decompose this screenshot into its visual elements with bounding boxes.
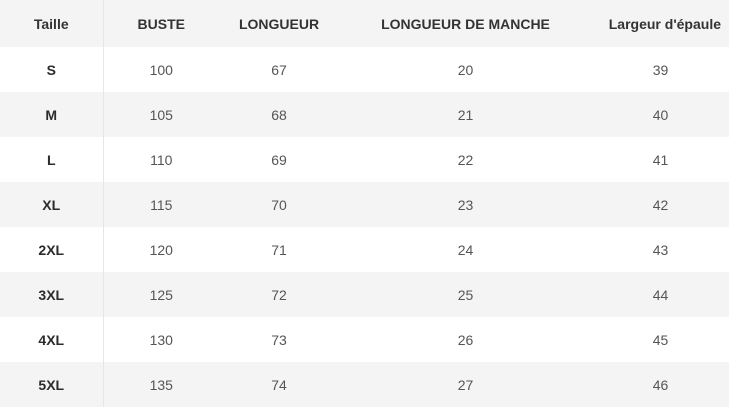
table-header: Taille BUSTE LONGUEUR LONGUEUR DE MANCHE… bbox=[0, 0, 729, 47]
table-body: S 100 67 20 39 M 105 68 21 40 L 110 69 2… bbox=[0, 47, 729, 407]
buste-cell: 105 bbox=[149, 106, 173, 123]
buste-cell: 120 bbox=[149, 241, 173, 258]
column-header-taille: Taille bbox=[0, 0, 104, 47]
size-cell: M bbox=[0, 92, 104, 137]
size-cell: 3XL bbox=[0, 272, 104, 317]
table-row: S 100 67 20 39 bbox=[0, 47, 729, 92]
longueur-manche-cell: 24 bbox=[457, 241, 474, 258]
largeur-epaule-cell: 39 bbox=[652, 61, 669, 78]
largeur-epaule-cell: 41 bbox=[652, 151, 669, 168]
longueur-cell: 70 bbox=[271, 196, 287, 213]
largeur-epaule-cell: 42 bbox=[652, 196, 669, 213]
column-header-buste: BUSTE bbox=[103, 0, 219, 47]
buste-cell: 125 bbox=[149, 286, 173, 303]
longueur-cell: 71 bbox=[271, 241, 287, 258]
longueur-cell: 67 bbox=[271, 61, 287, 78]
size-cell: XL bbox=[0, 182, 104, 227]
size-cell: 2XL bbox=[0, 227, 104, 272]
longueur-cell: 74 bbox=[271, 376, 287, 393]
table-row: 3XL 125 72 25 44 bbox=[0, 272, 729, 317]
longueur-cell: 68 bbox=[271, 106, 287, 123]
buste-cell: 130 bbox=[149, 331, 173, 348]
largeur-epaule-cell: 43 bbox=[652, 241, 669, 258]
longueur-cell: 72 bbox=[271, 286, 287, 303]
longueur-manche-cell: 26 bbox=[457, 331, 474, 348]
table-row: L 110 69 22 41 bbox=[0, 137, 729, 182]
column-header-longueur: LONGUEUR bbox=[219, 0, 339, 47]
table-row: 4XL 130 73 26 45 bbox=[0, 317, 729, 362]
header-row: Taille BUSTE LONGUEUR LONGUEUR DE MANCHE… bbox=[0, 0, 729, 47]
longueur-manche-cell: 23 bbox=[457, 196, 474, 213]
buste-cell: 100 bbox=[149, 61, 173, 78]
largeur-epaule-cell: 46 bbox=[652, 376, 669, 393]
table-row: 2XL 120 71 24 43 bbox=[0, 227, 729, 272]
longueur-manche-cell: 27 bbox=[457, 376, 474, 393]
longueur-manche-cell: 21 bbox=[457, 106, 474, 123]
longueur-manche-cell: 22 bbox=[457, 151, 474, 168]
longueur-manche-cell: 20 bbox=[457, 61, 474, 78]
size-cell: 4XL bbox=[0, 317, 104, 362]
largeur-epaule-cell: 44 bbox=[652, 286, 669, 303]
buste-cell: 110 bbox=[150, 151, 173, 168]
largeur-epaule-cell: 40 bbox=[652, 106, 669, 123]
buste-cell: 135 bbox=[149, 376, 173, 393]
buste-cell: 115 bbox=[150, 196, 173, 213]
longueur-cell: 73 bbox=[271, 331, 287, 348]
table-row: XL 115 70 23 42 bbox=[0, 182, 729, 227]
size-cell: S bbox=[0, 47, 104, 92]
longueur-manche-cell: 25 bbox=[457, 286, 474, 303]
size-cell: 5XL bbox=[0, 362, 104, 407]
column-header-largeur-epaule: Largeur d'épaule bbox=[592, 0, 729, 47]
column-header-longueur-de-manche: LONGUEUR DE MANCHE bbox=[339, 0, 592, 47]
largeur-epaule-cell: 45 bbox=[652, 331, 669, 348]
table-row: M 105 68 21 40 bbox=[0, 92, 729, 137]
table-row: 5XL 135 74 27 46 bbox=[0, 362, 729, 407]
size-cell: L bbox=[0, 137, 104, 182]
longueur-cell: 69 bbox=[271, 151, 287, 168]
